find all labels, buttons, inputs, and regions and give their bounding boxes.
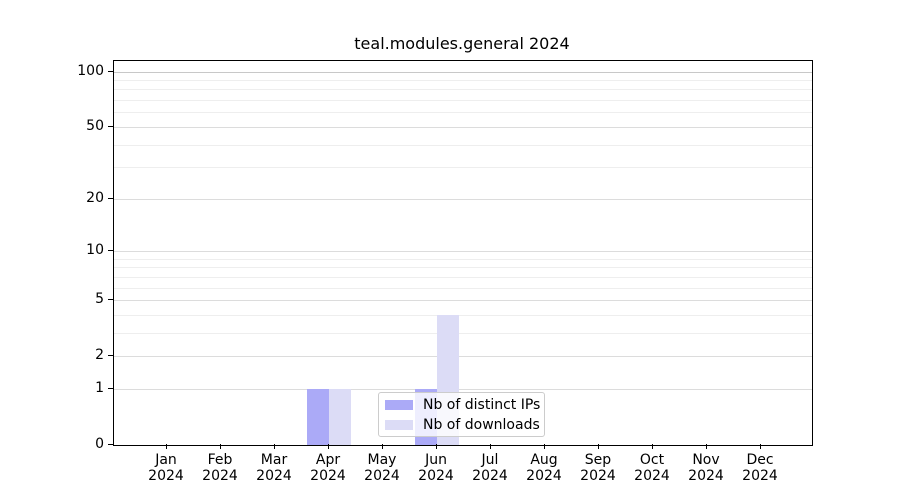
gridline-minor <box>114 89 812 91</box>
legend-label-downloads: Nb of downloads <box>423 416 540 433</box>
x-tick-mark <box>760 444 761 449</box>
x-tick-mark <box>328 444 329 449</box>
gridline-minor <box>114 144 812 146</box>
gridline-major <box>114 300 812 301</box>
legend-item-distinct-ips: Nb of distinct IPs <box>385 395 540 414</box>
x-tick-mark <box>544 444 545 449</box>
x-tick-label-feb: Feb 2024 <box>202 452 238 484</box>
gridline-major <box>114 250 812 252</box>
bar-apr-downloads <box>329 388 351 445</box>
x-tick-label-oct: Oct 2024 <box>634 452 670 484</box>
x-tick-label-apr: Apr 2024 <box>310 452 346 484</box>
x-tick-label-jul: Jul 2024 <box>472 452 508 484</box>
gridline-minor <box>114 167 812 169</box>
bar-apr-distinct-ips <box>307 388 329 445</box>
gridline-minor <box>114 79 812 81</box>
x-tick-mark <box>652 444 653 449</box>
x-tick-mark <box>490 444 491 449</box>
y-tick-mark <box>108 249 113 251</box>
gridline-minor <box>114 100 812 101</box>
y-tick-mark <box>108 197 113 199</box>
x-tick-mark <box>436 444 437 449</box>
gridline-minor <box>114 267 812 269</box>
legend-swatch-downloads <box>385 419 413 430</box>
y-tick-label: 0 <box>95 436 104 452</box>
y-tick-mark <box>108 387 113 389</box>
gridline-major <box>114 71 812 73</box>
y-tick-label: 2 <box>95 347 104 364</box>
plot-area <box>113 60 813 446</box>
y-tick-label: 10 <box>86 241 104 258</box>
gridline-minor <box>114 314 812 316</box>
x-tick-label-nov: Nov 2024 <box>688 452 724 484</box>
gridline-minor <box>114 332 812 334</box>
gridline-major <box>114 126 812 128</box>
y-tick-label: 20 <box>86 189 104 206</box>
x-tick-mark <box>220 444 221 449</box>
y-tick-label: 1 <box>95 379 104 396</box>
gridline-major <box>114 198 812 200</box>
y-tick-label: 100 <box>77 62 104 79</box>
gridline-minor <box>114 258 812 260</box>
x-tick-label-mar: Mar 2024 <box>256 452 292 484</box>
x-tick-mark <box>706 444 707 449</box>
x-tick-label-dec: Dec 2024 <box>742 452 778 484</box>
x-tick-mark <box>274 444 275 449</box>
x-tick-label-may: May 2024 <box>364 452 400 484</box>
legend: Nb of distinct IPs Nb of downloads <box>378 392 545 437</box>
gridline-major <box>114 388 812 390</box>
chart-title: teal.modules.general 2024 <box>354 34 570 53</box>
y-tick-label: 50 <box>86 117 104 134</box>
y-tick-mark <box>108 125 113 127</box>
gridline-major <box>114 356 812 358</box>
x-tick-label-sep: Sep 2024 <box>580 452 616 484</box>
x-tick-label-jan: Jan 2024 <box>148 452 184 484</box>
legend-item-downloads: Nb of downloads <box>385 415 540 434</box>
x-tick-mark <box>166 444 167 449</box>
y-tick-mark <box>108 355 113 357</box>
legend-swatch-distinct-ips <box>385 399 413 410</box>
y-tick-mark <box>108 70 113 72</box>
gridline-minor <box>114 276 812 278</box>
y-tick-mark <box>108 299 113 300</box>
x-tick-label-jun: Jun 2024 <box>418 452 454 484</box>
gridline-minor <box>114 287 812 289</box>
gridline-minor <box>114 112 812 114</box>
x-tick-label-aug: Aug 2024 <box>526 452 562 484</box>
y-tick-mark <box>108 444 113 445</box>
x-tick-mark <box>382 444 383 449</box>
y-tick-label: 5 <box>95 291 104 307</box>
legend-label-distinct-ips: Nb of distinct IPs <box>423 396 541 413</box>
x-tick-mark <box>598 444 599 449</box>
